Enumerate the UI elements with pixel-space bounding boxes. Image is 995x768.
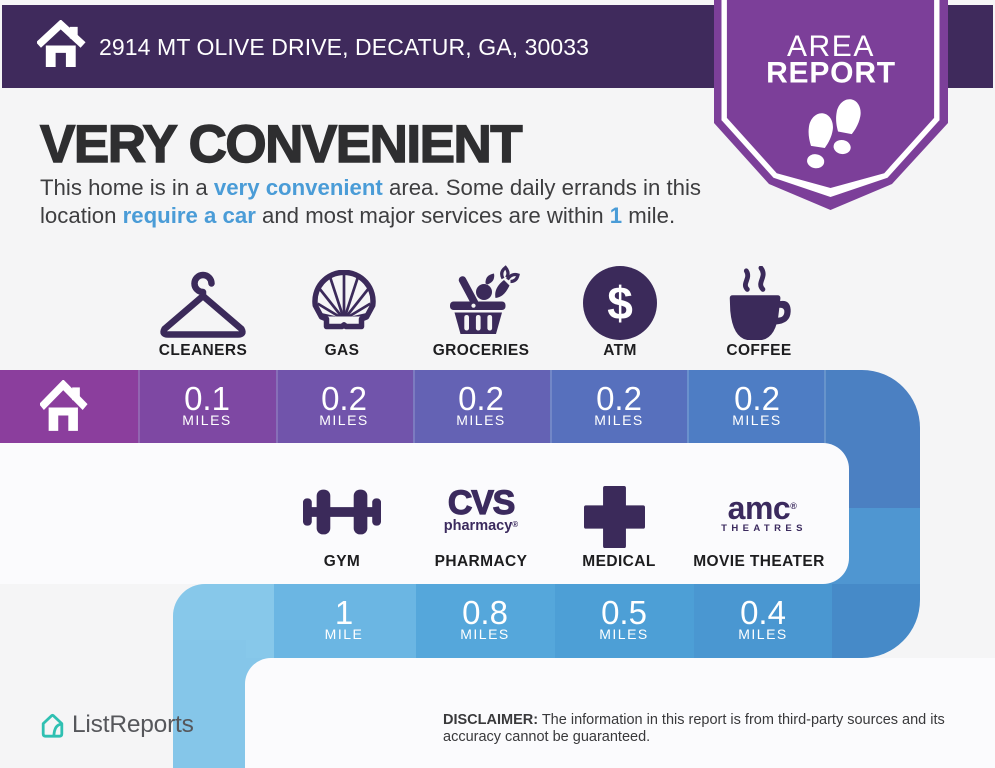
svg-text:AREA: AREA bbox=[787, 30, 875, 63]
svg-text:REPORT: REPORT bbox=[766, 57, 896, 90]
svg-text:$: $ bbox=[607, 277, 633, 329]
